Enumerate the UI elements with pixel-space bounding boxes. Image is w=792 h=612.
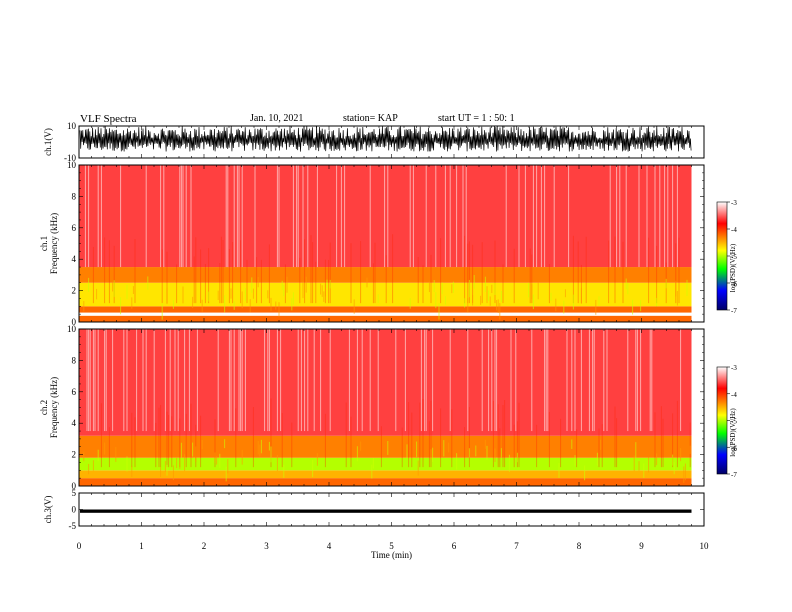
colorbar-1 (716, 201, 728, 311)
colorbar-1-tick-4: -7 (731, 307, 737, 315)
ch1-spectrogram-band-4 (79, 267, 692, 283)
ch1-spectrogram-ytick-0: 0 (72, 317, 77, 327)
xtick-label-0: 0 (77, 541, 82, 551)
xtick-label-9: 9 (639, 541, 644, 551)
colorbar-1-tick-0: -3 (731, 199, 737, 207)
ch2-spectrogram-ytick-0: 0 (72, 481, 77, 491)
date-label: Jan. 10, 2021 (250, 113, 304, 124)
xtick-label-3: 3 (264, 541, 269, 551)
colorbar-2 (716, 366, 728, 475)
colorbar-2-tick-3: -6 (731, 444, 737, 452)
ch1-spectrogram-band-5 (79, 165, 692, 268)
start-time-label: start UT = 1 : 50: 1 (438, 113, 515, 124)
colorbar-1-label: log(PSD)(V²/Hz) (729, 243, 737, 292)
xtick-label-2: 2 (202, 541, 207, 551)
station-label: station= KAP (343, 113, 398, 124)
ch2-spectrogram-band-2 (79, 457, 692, 471)
colorbar-2-tick-4: -7 (731, 471, 737, 479)
ch1-spectrogram-band-2 (79, 306, 692, 313)
ch1-spectrogram-ytick-3: 6 (72, 223, 77, 233)
ch1-voltage-ylabel: ch.1(V) (43, 128, 53, 156)
ch1-ytick-0: 10 (67, 121, 77, 131)
ch1-spectrogram-ytick-2: 4 (72, 254, 77, 264)
ch3-voltage-ylabel: ch.3(V) (43, 496, 53, 524)
ch1-spectrogram-band-1 (79, 312, 692, 316)
ch1-spectrogram-band-0 (79, 315, 692, 322)
ch1-ytick-1: -10 (64, 153, 76, 163)
ch2-spectrogram-ytick-5: 10 (67, 324, 77, 334)
ch1-spectrogram-ytick-1: 2 (72, 286, 77, 296)
ch2-spectrogram-ytick-2: 4 (72, 418, 77, 428)
ch1-spectrogram-band-3 (79, 282, 692, 307)
xtick-label-8: 8 (577, 541, 582, 551)
ch3-ytick-2: -5 (69, 521, 77, 531)
xtick-label-1: 1 (139, 541, 144, 551)
xtick-label-6: 6 (452, 541, 457, 551)
ch2-spectrogram-band-1 (79, 470, 692, 479)
xtick-label-10: 10 (700, 541, 710, 551)
ch1-spectrogram-ytick-4: 8 (72, 191, 77, 201)
colorbar-2-tick-2: -5 (731, 418, 737, 426)
colorbar-1-tick-2: -5 (731, 253, 737, 261)
ch2-spectrogram-band-3 (79, 435, 692, 458)
chart-title: VLF Spectra (80, 113, 137, 125)
ch2-frequency-ylabel: ch.2Frequency (kHz) (39, 377, 59, 438)
ch3-ytick-0: 5 (72, 488, 77, 498)
ch1-voltage-trace (79, 126, 692, 152)
ch1-frequency-ylabel: ch.1Frequency (kHz) (39, 213, 59, 274)
ch2-spectrogram-ytick-4: 8 (72, 355, 77, 365)
xtick-label-7: 7 (514, 541, 519, 551)
x-axis-label: Time (min) (371, 550, 412, 560)
colorbar-2-label: log(PSD)(V²/Hz) (729, 408, 737, 457)
colorbar-2-tick-0: -3 (731, 364, 737, 372)
xtick-label-5: 5 (389, 541, 394, 551)
xtick-label-4: 4 (327, 541, 332, 551)
colorbar-2-tick-1: -4 (731, 391, 737, 399)
colorbar-1-tick-1: -4 (731, 226, 737, 234)
ch3-voltage-trace (80, 509, 692, 513)
ch2-spectrogram-ytick-3: 6 (72, 387, 77, 397)
colorbar-1-tick-3: -6 (731, 280, 737, 288)
ch1-spectrogram-ytick-5: 10 (67, 160, 77, 170)
ch2-spectrogram-band-0 (79, 478, 692, 486)
ch3-ytick-1: 0 (72, 505, 77, 515)
ch2-spectrogram-ytick-1: 2 (72, 450, 77, 460)
ch2-spectrogram-band-4 (79, 329, 692, 436)
